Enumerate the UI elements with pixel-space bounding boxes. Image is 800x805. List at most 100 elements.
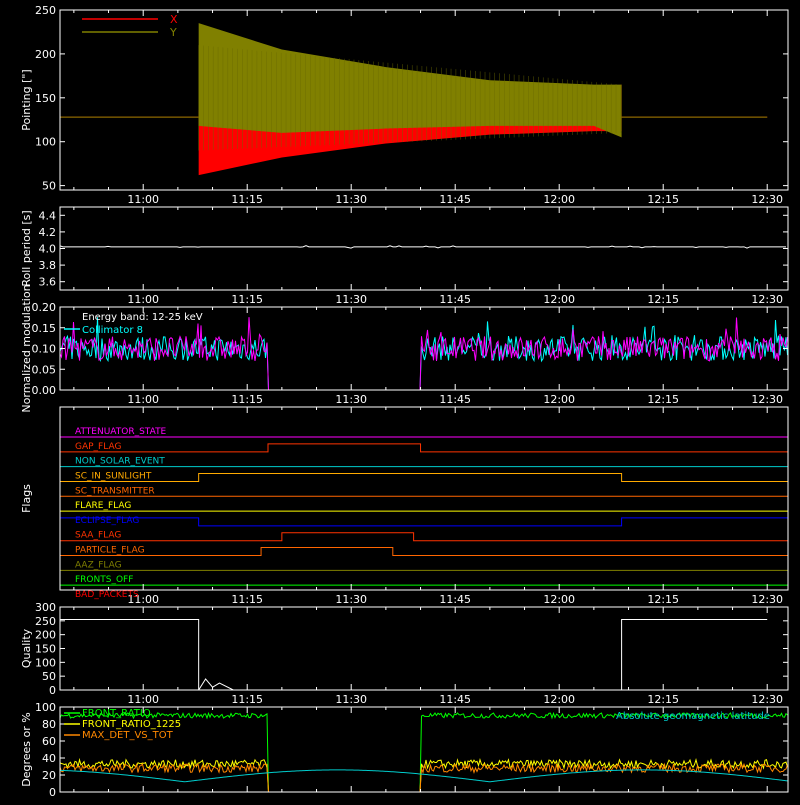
x-tick-label: 11:30 <box>335 193 367 206</box>
y-axis-label: Pointing ["] <box>20 69 33 130</box>
x-tick-label: 12:30 <box>751 193 783 206</box>
x-tick-label: 12:00 <box>543 693 575 706</box>
flag-label-saa-flag: SAA_FLAG <box>75 531 121 541</box>
y-tick-label: 200 <box>35 48 56 61</box>
y-tick-label: 100 <box>35 136 56 149</box>
x-tick-label: 12:15 <box>647 593 679 606</box>
panel-data <box>60 436 788 586</box>
y-tick-label: 0 <box>49 786 56 799</box>
x-tick-label: 12:15 <box>647 193 679 206</box>
modulation-series-1 <box>60 317 788 390</box>
panel-data <box>60 245 786 249</box>
x-tick-label: 11:45 <box>439 193 471 206</box>
legend-label-x: X <box>170 13 178 26</box>
y-tick-label: 4.0 <box>39 243 57 256</box>
flag-label-aaz-flag: AAZ_FLAG <box>75 560 122 570</box>
panel-frame <box>59 206 789 291</box>
x-tick-label: 11:00 <box>127 393 159 406</box>
panel-frame <box>59 9 789 191</box>
y-tick-label: 250 <box>35 4 56 17</box>
y-tick-label: 0.10 <box>32 343 57 356</box>
x-tick-label: 12:00 <box>543 393 575 406</box>
x-tick-label: 11:00 <box>127 193 159 206</box>
x-tick-label: 12:00 <box>543 593 575 606</box>
flag-trace-saa-flag <box>60 532 788 542</box>
panel-frame <box>59 406 789 591</box>
x-tick-label: 11:15 <box>231 393 263 406</box>
y-axis-label: Roll period [s] <box>20 210 33 286</box>
panel-2: 3.6 3.8 4.0 4.2 4.4 Roll period [s] 11:00 11:15… <box>20 206 789 306</box>
y-tick-label: 250 <box>35 615 56 628</box>
flag-label-gap-flag: GAP_FLAG <box>75 442 121 452</box>
y-axis-label: Flags <box>20 484 33 513</box>
x-tick-label: 11:00 <box>127 593 159 606</box>
x-tick-label: 11:45 <box>439 393 471 406</box>
panel-data <box>60 618 768 690</box>
flag-label-flare-flag: FLARE_FLAG <box>75 501 131 511</box>
roll-period-line <box>60 245 786 249</box>
legend-label-y: Y <box>169 26 177 39</box>
legend-label-collimator: Collimator 8 <box>82 325 143 336</box>
panel-frame <box>59 606 789 691</box>
y-tick-label: 0.15 <box>32 322 57 335</box>
y-tick-label: 100 <box>35 701 56 714</box>
flag-label-particle-flag: PARTICLE_FLAG <box>75 546 145 556</box>
x-tick-label: 11:15 <box>231 193 263 206</box>
energy-band-annotation: Energy band: 12-25 keV <box>82 312 203 323</box>
x-tick-label: 12:30 <box>751 293 783 306</box>
x-tick-label: 11:15 <box>231 293 263 306</box>
y-tick-label: 150 <box>35 92 56 105</box>
x-tick-label: 12:15 <box>647 393 679 406</box>
quality-line <box>60 618 768 690</box>
x-tick-label: 12:15 <box>647 293 679 306</box>
y-tick-label: 50 <box>42 180 56 193</box>
x-tick-label: 12:30 <box>751 393 783 406</box>
y-tick-label: 20 <box>42 769 56 782</box>
panel-4: Flags 11:00 11:15 11:30 11:45 12:00 12:15 12:30… <box>20 406 789 606</box>
flag-label-non-solar-event: NON_SOLAR_EVENT <box>75 457 165 467</box>
ratio-series-0 <box>60 711 788 792</box>
panel-1: 50 100 150 200 250 Pointing ["] 11:00 11:15 11:3… <box>20 4 789 206</box>
legend-label-ratio-2: MAX_DET_VS_TOT <box>82 730 174 741</box>
y-tick-label: 200 <box>35 629 56 642</box>
y-tick-label: 0 <box>49 684 56 697</box>
flag-label-attenuator-state: ATTENUATOR_STATE <box>75 427 167 437</box>
panel-data <box>60 711 788 792</box>
x-tick-label: 11:00 <box>127 693 159 706</box>
geomagnetic-latitude-label: Absolute geomagnetic latitude <box>616 711 770 722</box>
y-axis-label: Degrees or % <box>20 712 33 786</box>
y-tick-label: 50 <box>42 670 56 683</box>
flag-label-fronts-off: FRONTS_OFF <box>75 575 133 585</box>
flag-trace-sc-in-sunlight <box>60 472 788 482</box>
x-tick-label: 12:00 <box>543 193 575 206</box>
legend-label-ratio-1: FRONT_RATIO_1225 <box>82 719 181 730</box>
x-tick-label: 12:00 <box>543 293 575 306</box>
y-tick-label: 300 <box>35 601 56 614</box>
y-tick-label: 3.8 <box>39 259 57 272</box>
y-tick-label: 150 <box>35 643 56 656</box>
series-y-band <box>198 23 622 138</box>
y-axis-label: Quality <box>20 628 33 668</box>
x-tick-label: 11:45 <box>439 693 471 706</box>
panel-frame <box>59 706 789 793</box>
x-tick-label: 11:15 <box>231 693 263 706</box>
y-tick-label: 4.2 <box>39 226 57 239</box>
panel-frame <box>59 306 789 391</box>
x-tick-label: 11:30 <box>335 293 367 306</box>
flag-trace-gap-flag <box>60 443 788 453</box>
panel-data <box>60 23 768 176</box>
flag-label-sc-in-sunlight: SC_IN_SUNLIGHT <box>75 471 152 481</box>
y-tick-label: 0.00 <box>32 384 57 397</box>
pointing-oscillation <box>198 45 622 151</box>
flag-trace-eclipse-flag <box>60 517 788 527</box>
legend-label-ratio-0: FRONT_RATIO <box>82 708 151 719</box>
x-tick-label: 11:30 <box>335 393 367 406</box>
y-tick-label: 60 <box>42 735 56 748</box>
flag-label-eclipse-flag: ECLIPSE_FLAG <box>75 516 139 526</box>
x-tick-label: 11:30 <box>335 593 367 606</box>
x-tick-label: 11:00 <box>127 293 159 306</box>
